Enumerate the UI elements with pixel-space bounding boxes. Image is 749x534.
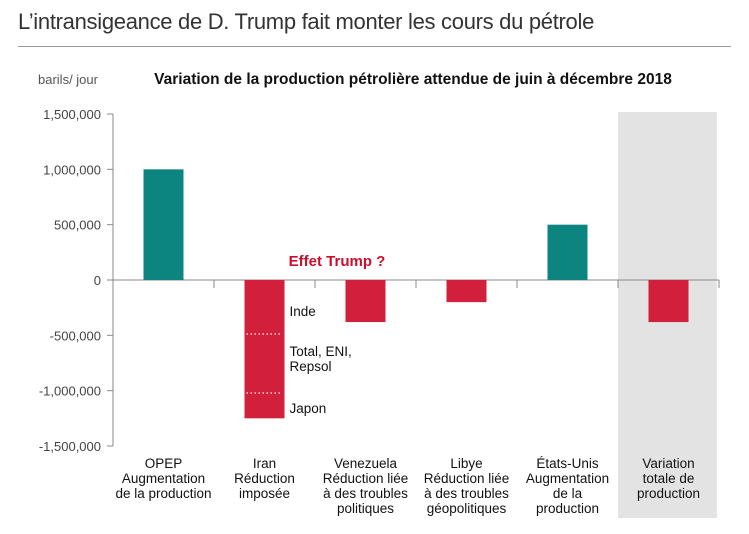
bar	[446, 280, 487, 303]
bar	[547, 224, 588, 280]
y-tick-label: 0	[94, 273, 101, 288]
chart-title: Variation de la production pétrolière at…	[154, 71, 672, 88]
x-category-label: de la production	[115, 486, 211, 501]
x-category-label: totale de	[643, 471, 695, 486]
x-category-label: Venezuela	[334, 456, 398, 471]
bar	[345, 280, 386, 323]
bar	[648, 280, 689, 323]
y-unit-label: barils/ jour	[38, 72, 99, 87]
x-category-label: Réduction liée	[323, 471, 409, 486]
x-category-label: géopolitiques	[427, 501, 507, 516]
y-tick-label: -1,500,000	[39, 439, 101, 454]
x-category-label: Augmentation	[526, 471, 609, 486]
title-divider	[18, 46, 731, 47]
iran-breakdown-label: Japon	[290, 401, 327, 416]
x-category-label: imposée	[239, 486, 290, 501]
x-category-label: à des troubles	[323, 486, 408, 501]
x-category-label: de la	[553, 486, 583, 501]
x-category-label: Augmentation	[122, 471, 205, 486]
iran-breakdown-label: Repsol	[290, 359, 332, 374]
y-tick-label: 1,000,000	[43, 162, 101, 177]
iran-breakdown-label: Inde	[290, 304, 316, 319]
y-tick-label: 500,000	[54, 218, 101, 233]
bar	[143, 169, 184, 280]
y-tick-label: -1,000,000	[39, 384, 101, 399]
y-tick-label: 1,500,000	[43, 107, 101, 122]
x-category-label: production	[637, 486, 700, 501]
effet-trump-annotation: Effet Trump ?	[289, 253, 386, 270]
page-title: L’intransigeance de D. Trump fait monter…	[18, 9, 595, 34]
x-category-label: politiques	[337, 501, 394, 516]
x-category-label: à des troubles	[424, 486, 509, 501]
x-category-label: États-Unis	[536, 456, 599, 471]
y-tick-label: -500,000	[50, 328, 101, 343]
x-category-label: Réduction liée	[424, 471, 510, 486]
x-category-label: production	[536, 501, 599, 516]
x-category-label: Libye	[450, 456, 482, 471]
iran-breakdown-label: Total, ENI,	[290, 344, 352, 359]
x-category-label: Réduction	[234, 471, 295, 486]
x-category-label: OPEP	[145, 456, 183, 471]
bar	[244, 280, 285, 419]
x-category-label: Iran	[253, 456, 276, 471]
x-category-label: Variation	[642, 456, 694, 471]
